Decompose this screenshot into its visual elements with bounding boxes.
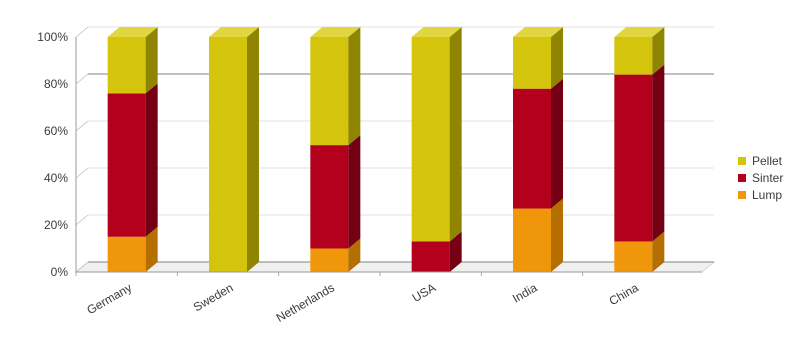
bar-side-lump-germany [145, 226, 158, 272]
bar-side-pellet-india [551, 27, 563, 89]
x-tick-label: Sweden [191, 280, 236, 314]
bar-side-lump-netherlands [348, 238, 361, 272]
bar-side-sinter-germany [145, 83, 158, 237]
bar-segment-pellet-usa [411, 37, 450, 242]
bar-segment-pellet-sweden [209, 37, 247, 272]
bar-side-sinter-china [652, 64, 665, 242]
bar-side-pellet-germany [145, 27, 158, 94]
grid-diagonal [75, 261, 89, 273]
legend-swatch-sinter [738, 174, 746, 182]
bar-segment-pellet-germany [107, 37, 146, 94]
bar-segment-lump-india [513, 208, 551, 272]
bars-layer [107, 27, 665, 272]
x-tick-label: China [607, 280, 641, 308]
bar-segment-sinter-germany [107, 93, 146, 237]
bar-segment-lump-netherlands [310, 248, 349, 272]
legend-swatch-pellet [738, 157, 746, 165]
bar-segment-pellet-china [614, 37, 653, 75]
bar-side-sinter-usa [449, 231, 462, 272]
bar-side-lump-china [652, 231, 665, 272]
bar-top-india [513, 27, 563, 37]
bar-side-sinter-netherlands [348, 135, 361, 249]
y-tick-label: 0% [51, 265, 69, 279]
grid-diagonal [75, 120, 89, 132]
legend: Pellet Sinter Lump [738, 154, 783, 202]
bar-top-usa [411, 27, 462, 37]
bar-top-sweden [209, 27, 259, 37]
bar-segment-sinter-china [614, 74, 653, 242]
legend-swatch-lump [738, 191, 746, 199]
grid-diagonal [75, 214, 89, 226]
y-tick-label: 100% [37, 30, 68, 44]
bar-side-sinter-india [551, 78, 563, 209]
bar-top-germany [107, 27, 158, 37]
grid-diagonal [75, 73, 89, 85]
bar-side-pellet-usa [449, 27, 462, 242]
bar-side-pellet-netherlands [348, 27, 361, 146]
bar-segment-sinter-netherlands [310, 145, 349, 249]
bar-segment-sinter-india [513, 88, 551, 209]
grid-diagonal [75, 167, 89, 179]
grid-diagonal [75, 26, 89, 38]
bar-segment-pellet-netherlands [310, 37, 349, 146]
bar-side-pellet-china [652, 27, 665, 75]
y-tick-label: 40% [44, 171, 68, 185]
y-tick-label: 60% [44, 124, 68, 138]
bar-top-china [614, 27, 665, 37]
bar-segment-pellet-india [513, 37, 551, 89]
bar-side-lump-india [551, 198, 563, 272]
bar-segment-sinter-usa [411, 241, 450, 272]
legend-label-lump: Lump [752, 188, 782, 202]
bar-top-netherlands [310, 27, 361, 37]
bar-segment-lump-china [614, 241, 653, 272]
y-tick-label: 20% [44, 218, 68, 232]
y-tick-label: 80% [44, 77, 68, 91]
bar-segment-lump-germany [107, 236, 146, 272]
bar-side-pellet-sweden [247, 27, 259, 272]
x-tick-label: India [510, 280, 540, 305]
legend-label-sinter: Sinter [752, 171, 783, 185]
legend-label-pellet: Pellet [752, 154, 783, 168]
x-tick-label: Netherlands [274, 280, 337, 324]
x-tick-label: Germany [84, 280, 134, 317]
x-tick-label: USA [410, 280, 438, 304]
